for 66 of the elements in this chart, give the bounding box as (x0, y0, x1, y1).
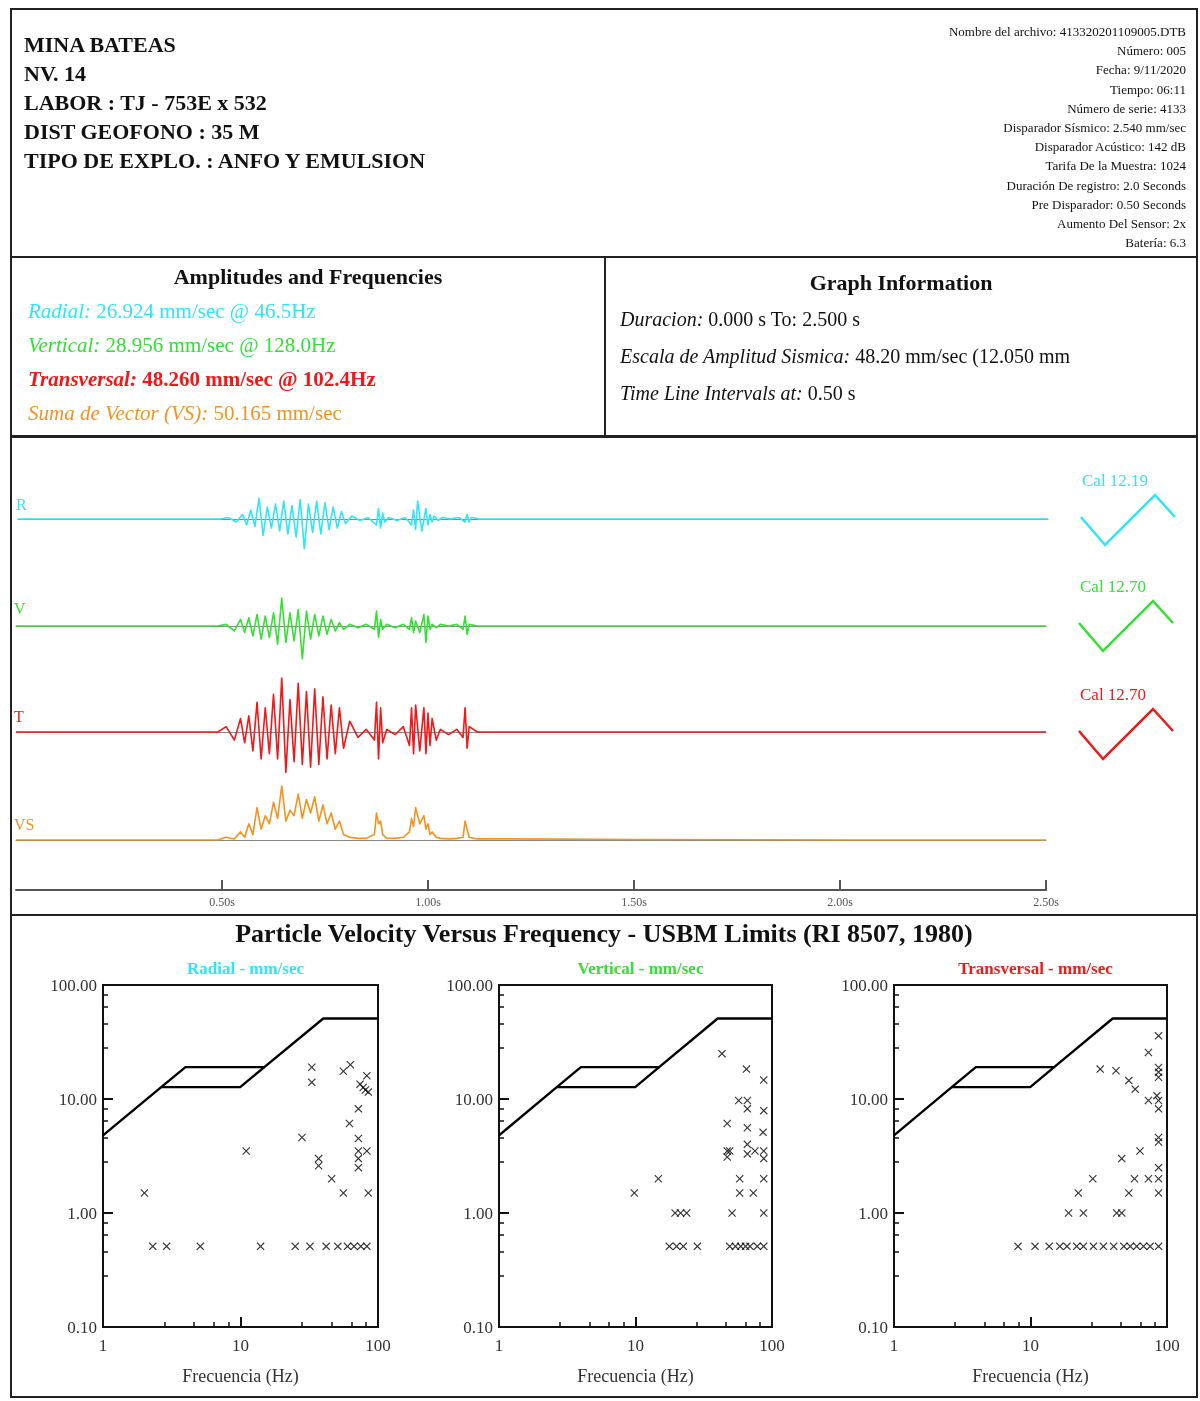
text: DIST GEOFONO : 35 M (24, 118, 261, 146)
y-tick-label: 10.00 (849, 1089, 888, 1109)
text: Disparador Acústico: 142 dB (1033, 138, 1186, 157)
y-tick-label: 100.00 (50, 975, 97, 995)
x-tick-label: 2.50s (1033, 895, 1060, 909)
y-tick-label: 1.00 (67, 1203, 97, 1223)
x-tick-label: 1 (98, 1336, 108, 1355)
x-axis-title: Frecuencia (Hz) (182, 1366, 299, 1387)
x-tick-label: 10 (232, 1336, 249, 1355)
x-axis-title: Frecuencia (Hz) (577, 1366, 694, 1387)
x-tick-label: 10 (1022, 1336, 1039, 1355)
text: Cal 12.70 (1080, 577, 1147, 596)
text: Duracion: 0.000 s To: 2.500 s (620, 307, 861, 332)
text: Particle Velocity Versus Frequency - USBM Limits (RI 8507, 1980) (234, 918, 974, 950)
x-tick-label: 1.00s (415, 895, 442, 909)
text: Pre Disparador: 0.50 Seconds (1030, 195, 1186, 214)
text: Tarifa De la Muestra: 1024 (1044, 157, 1186, 176)
text: Time Line Intervals at: 0.50 s (620, 381, 857, 406)
y-tick-label: 100.00 (446, 975, 493, 995)
series-label: V (14, 599, 26, 617)
x-tick-label: 1.50s (621, 895, 648, 909)
text: Transversal: 48.260 mm/sec @ 102.4Hz (28, 366, 377, 393)
text: Nombre del archivo: 413320201109005.DTB (947, 23, 1186, 41)
x-tick-label: 10 (627, 1336, 644, 1355)
chart-title: Transversal - mm/sec (958, 959, 1114, 978)
text: Duración De registro: 2.0 Seconds (1005, 176, 1186, 195)
y-tick-label: 100.00 (841, 975, 888, 995)
text: Fecha: 9/11/2020 (1094, 61, 1186, 80)
y-tick-label: 0.10 (858, 1317, 888, 1337)
text: Amplitudes and Frequencies (172, 263, 444, 291)
text: Número: 005 (1116, 42, 1186, 61)
x-tick-label: 100 (365, 1336, 391, 1355)
x-tick-label: 1 (494, 1336, 504, 1355)
text: Disparador Sísmico: 2.540 mm/sec (1002, 119, 1186, 137)
series-label: R (16, 495, 27, 513)
chart-title: Radial - mm/sec (186, 959, 305, 978)
y-tick-label: 0.10 (463, 1317, 493, 1337)
text: Vertical: 28.956 mm/sec @ 128.0Hz (28, 332, 337, 359)
text: Suma de Vector (VS): 50.165 mm/sec (28, 400, 343, 427)
text: MINA BATEAS (24, 31, 177, 59)
text: Tiempo: 06:11 (1109, 80, 1186, 99)
text: Escala de Amplitud Sismica: 48.20 mm/sec (12.050 mm (620, 344, 1072, 370)
text: LABOR : TJ - 753E x 532 (24, 89, 268, 117)
text: Cal 12.19 (1082, 471, 1149, 490)
text: TIPO DE EXPLO. : ANFO Y EMULSION (24, 147, 427, 175)
y-tick-label: 10.00 (58, 1089, 97, 1109)
text: Número de serie: 4133 (1066, 99, 1186, 118)
x-tick-label: 100 (759, 1336, 785, 1355)
y-tick-label: 10.00 (454, 1089, 493, 1109)
text: Batería: 6.3 (1124, 234, 1186, 253)
x-axis-title: Frecuencia (Hz) (972, 1366, 1089, 1387)
chart-title: Vertical - mm/sec (577, 959, 704, 978)
series-label: VS (14, 815, 35, 833)
x-tick-label: 0.50s (209, 895, 236, 909)
series-label: T (14, 707, 24, 725)
text: Aumento Del Sensor: 2x (1056, 215, 1186, 234)
x-tick-label: 2.00s (827, 895, 854, 909)
y-tick-label: 1.00 (463, 1203, 493, 1223)
y-tick-label: 0.10 (67, 1317, 97, 1337)
text: NV. 14 (24, 60, 87, 88)
text: Graph Information (808, 269, 994, 297)
text: Cal 12.70 (1080, 685, 1147, 704)
x-tick-label: 100 (1154, 1336, 1180, 1355)
text: Radial: 26.924 mm/sec @ 46.5Hz (28, 298, 317, 325)
x-tick-label: 1 (889, 1336, 899, 1355)
y-tick-label: 1.00 (858, 1203, 888, 1223)
